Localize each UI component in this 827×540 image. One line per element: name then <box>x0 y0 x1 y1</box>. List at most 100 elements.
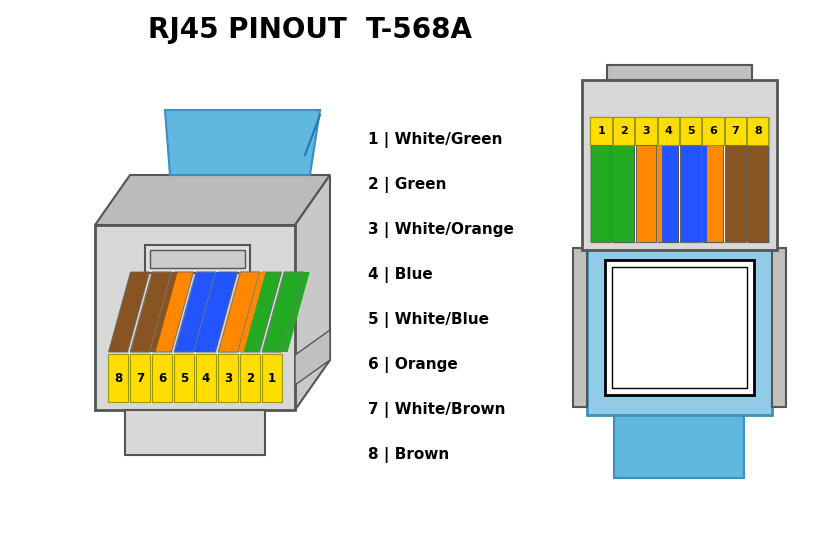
Text: 2 | Green: 2 | Green <box>367 177 446 193</box>
Bar <box>218 354 237 402</box>
Polygon shape <box>152 272 194 352</box>
Polygon shape <box>646 145 654 242</box>
Bar <box>174 354 194 402</box>
Bar <box>108 354 128 402</box>
Polygon shape <box>231 272 261 352</box>
Text: 4: 4 <box>202 372 210 384</box>
Text: 2: 2 <box>619 126 627 136</box>
Bar <box>635 145 655 242</box>
Polygon shape <box>650 145 657 242</box>
Text: 3: 3 <box>223 372 232 384</box>
Bar <box>680 145 700 242</box>
Bar <box>724 117 745 145</box>
Bar <box>590 145 610 242</box>
Bar <box>572 248 586 407</box>
Bar <box>95 225 294 410</box>
Polygon shape <box>609 145 617 242</box>
Text: RJ45 PINOUT  T-568A: RJ45 PINOUT T-568A <box>148 16 471 44</box>
Polygon shape <box>95 175 330 225</box>
Text: 2: 2 <box>246 372 254 384</box>
Polygon shape <box>235 272 265 352</box>
Bar <box>701 117 723 145</box>
Bar <box>261 354 282 402</box>
Bar <box>657 145 677 242</box>
Polygon shape <box>743 145 751 242</box>
Polygon shape <box>240 272 281 352</box>
Bar <box>611 267 746 388</box>
Bar <box>125 410 265 455</box>
Polygon shape <box>724 145 732 242</box>
Bar <box>590 117 611 145</box>
Bar <box>635 145 655 242</box>
Bar <box>680 145 700 242</box>
Polygon shape <box>683 145 691 242</box>
Polygon shape <box>130 272 160 352</box>
Polygon shape <box>294 330 330 385</box>
Text: 1: 1 <box>596 126 605 136</box>
Bar <box>613 145 633 242</box>
Polygon shape <box>653 145 662 242</box>
Polygon shape <box>698 145 706 242</box>
Polygon shape <box>227 272 256 352</box>
Polygon shape <box>732 145 739 242</box>
Polygon shape <box>691 145 699 242</box>
Polygon shape <box>598 145 605 242</box>
Text: 7: 7 <box>136 372 144 384</box>
Bar <box>746 117 767 145</box>
Text: 7 | White/Brown: 7 | White/Brown <box>367 402 505 418</box>
Polygon shape <box>143 272 173 352</box>
Bar <box>581 80 776 250</box>
Bar <box>724 145 745 242</box>
Text: 5: 5 <box>179 372 188 384</box>
Bar <box>771 248 785 407</box>
Text: 4 | Blue: 4 | Blue <box>367 267 433 283</box>
Bar <box>590 145 610 242</box>
Text: 1: 1 <box>268 372 275 384</box>
Polygon shape <box>178 272 208 352</box>
Polygon shape <box>218 272 248 352</box>
Polygon shape <box>687 145 695 242</box>
Polygon shape <box>739 145 747 242</box>
Polygon shape <box>695 145 702 242</box>
Polygon shape <box>174 272 203 352</box>
Polygon shape <box>187 272 217 352</box>
Polygon shape <box>590 145 598 242</box>
Polygon shape <box>131 272 171 352</box>
Bar <box>152 354 172 402</box>
Text: 4: 4 <box>663 126 672 136</box>
Polygon shape <box>601 145 609 242</box>
Bar <box>702 145 722 242</box>
Bar <box>145 245 250 273</box>
Polygon shape <box>108 272 150 352</box>
Bar <box>724 145 745 242</box>
Polygon shape <box>643 145 650 242</box>
Polygon shape <box>261 272 292 352</box>
Polygon shape <box>222 272 252 352</box>
Polygon shape <box>728 145 736 242</box>
Text: 1 | White/Green: 1 | White/Green <box>367 132 502 148</box>
Bar <box>196 354 216 402</box>
Polygon shape <box>262 272 304 352</box>
Bar <box>747 145 767 242</box>
Polygon shape <box>134 272 165 352</box>
Polygon shape <box>680 145 687 242</box>
Polygon shape <box>270 272 300 352</box>
Polygon shape <box>165 110 319 175</box>
Text: 8: 8 <box>114 372 122 384</box>
Polygon shape <box>294 175 330 410</box>
Bar <box>586 240 771 415</box>
Bar <box>657 117 678 145</box>
Bar <box>130 354 150 402</box>
Polygon shape <box>147 272 178 352</box>
Text: 8 | Brown: 8 | Brown <box>367 447 449 463</box>
Bar <box>614 410 743 478</box>
Polygon shape <box>275 272 305 352</box>
Text: 6: 6 <box>708 126 716 136</box>
Text: 5: 5 <box>686 126 694 136</box>
Text: 6: 6 <box>158 372 166 384</box>
Polygon shape <box>638 145 647 242</box>
Bar <box>612 117 633 145</box>
Text: 8: 8 <box>753 126 761 136</box>
Bar <box>679 117 700 145</box>
Bar <box>150 250 245 268</box>
